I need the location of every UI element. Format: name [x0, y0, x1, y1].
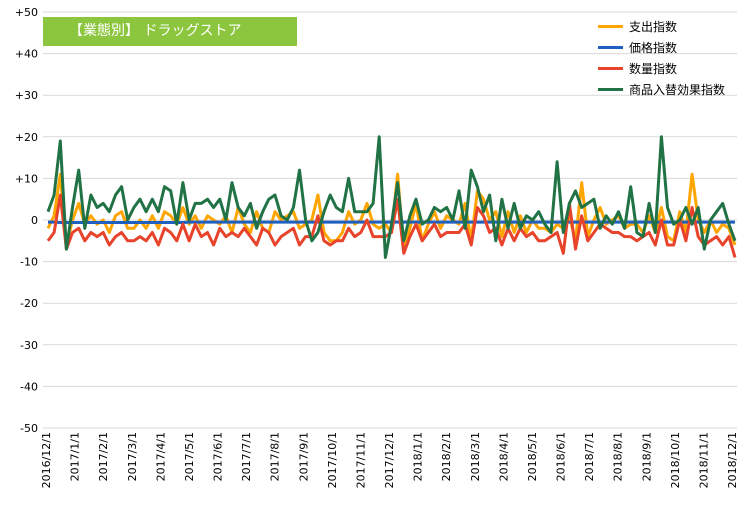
x-tick-label: 2018/9/1: [640, 432, 653, 481]
legend-item: 数量指数: [598, 58, 738, 79]
y-tick-label: +50: [15, 6, 38, 19]
x-tick-label: 2018/5/1: [526, 432, 539, 481]
x-tick-label: 2017/1/1: [69, 432, 82, 481]
x-tick-label: 2018/4/1: [497, 432, 510, 481]
x-tick-label: 2017/9/1: [297, 432, 310, 481]
x-tick-label: 2018/10/1: [669, 432, 682, 488]
x-tick-label: 2018/11/1: [697, 432, 710, 488]
y-tick-label: 0: [31, 214, 38, 227]
y-tick-label: +30: [15, 89, 38, 102]
x-tick-label: 2017/2/1: [97, 432, 110, 481]
legend-swatch: [598, 88, 623, 91]
y-tick-label: +10: [15, 172, 38, 185]
y-tick-label: +40: [15, 48, 38, 61]
y-tick-label: -20: [20, 297, 38, 310]
x-tick-label: 2018/6/1: [555, 432, 568, 481]
gridlines: [43, 11, 737, 429]
chart-title: 【業態別】 ドラッグストア: [43, 17, 297, 46]
y-tick-label: +20: [15, 131, 38, 144]
legend-swatch: [598, 25, 623, 28]
x-tick-label: 2017/10/1: [326, 432, 339, 488]
x-tick-label: 2017/3/1: [126, 432, 139, 481]
x-tick-label: 2017/5/1: [183, 432, 196, 481]
x-tick-label: 2017/12/1: [383, 432, 396, 488]
y-tick-label: -40: [20, 380, 38, 393]
series-lines: [46, 135, 737, 259]
legend-item: 支出指数: [598, 16, 738, 37]
x-tick-label: 2018/1/1: [412, 432, 425, 481]
y-tick-label: -30: [20, 339, 38, 352]
legend: 支出指数価格指数数量指数商品入替効果指数: [598, 16, 738, 100]
x-tick-label: 2017/4/1: [154, 432, 167, 481]
x-tick-label: 2017/7/1: [240, 432, 253, 481]
y-tick-label: -50: [20, 422, 38, 435]
x-tick-label: 2018/12/1: [726, 432, 739, 488]
legend-label: 価格指数: [629, 41, 678, 55]
y-tick-label: -10: [20, 256, 38, 269]
x-tick-label: 2018/8/1: [612, 432, 625, 481]
y-axis-tick-labels: +50 +40 +30 +20 +10 0 -10 -20 -30 -40 -50: [15, 6, 38, 435]
x-tick-label: 2018/7/1: [583, 432, 596, 481]
legend-label: 数量指数: [629, 62, 678, 76]
x-tick-label: 2018/3/1: [469, 432, 482, 481]
x-axis-tick-labels: 2016/12/1 2017/1/1 2017/2/1 2017/3/1 2017/4/…: [40, 432, 739, 488]
legend-swatch: [598, 46, 623, 49]
x-tick-label: 2017/8/1: [269, 432, 282, 481]
legend-item: 価格指数: [598, 37, 738, 58]
x-tick-label: 2016/12/1: [40, 432, 53, 488]
legend-swatch: [598, 67, 623, 70]
series-line-3: [46, 135, 737, 259]
x-tick-label: 2018/2/1: [440, 432, 453, 481]
x-tick-label: 2017/6/1: [212, 432, 225, 481]
legend-label: 商品入替効果指数: [629, 83, 726, 97]
x-tick-label: 2017/11/1: [354, 432, 367, 488]
legend-item: 商品入替効果指数: [598, 79, 738, 100]
legend-label: 支出指数: [629, 20, 678, 34]
